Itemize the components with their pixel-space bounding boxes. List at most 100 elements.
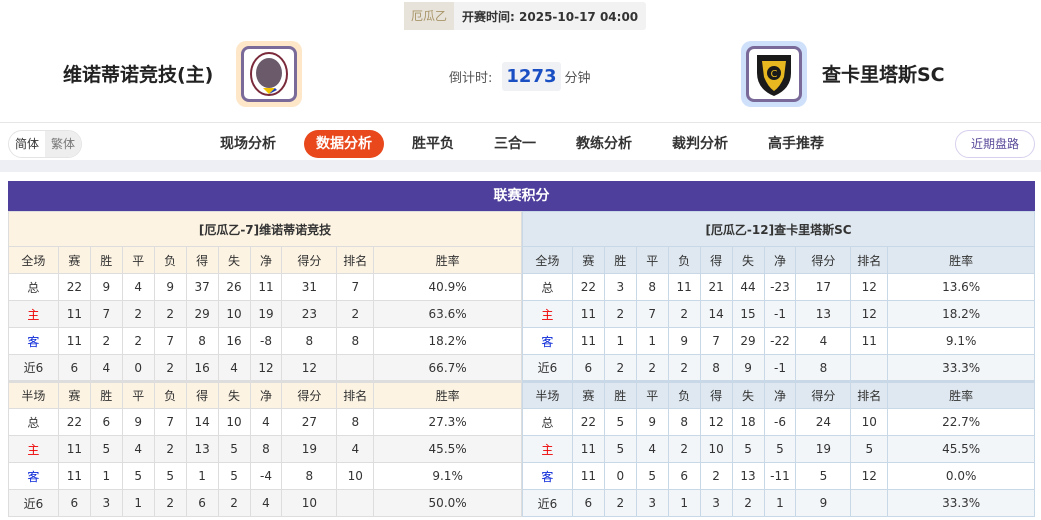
- cell: 18.2%: [887, 300, 1035, 328]
- cell: 45.5%: [887, 435, 1035, 463]
- tab-win-draw-loss[interactable]: 胜平负: [412, 136, 454, 152]
- row-label: 近6: [522, 354, 573, 382]
- cell: 11: [571, 327, 605, 355]
- table-row: 近6 6 2 2 2 8 9 -1 8 33.3%: [522, 354, 1035, 382]
- row-label: 客: [522, 327, 573, 355]
- row-label: 总: [8, 273, 59, 301]
- cell: [336, 354, 375, 382]
- cell: 8: [281, 462, 338, 490]
- table-row: 客 11 2 2 7 8 16 -8 8 8 18.2%: [8, 327, 522, 355]
- column-header: 失: [217, 380, 251, 409]
- cell: 27.3%: [373, 408, 522, 436]
- column-header: 得分: [795, 380, 852, 409]
- cell: 12: [281, 354, 338, 382]
- cell: 37: [185, 273, 219, 301]
- full-header-row: 全场赛胜平负得失净得分 排名 胜率: [8, 246, 522, 274]
- cell: 9: [89, 273, 123, 301]
- column-header: 胜率: [373, 380, 522, 409]
- column-header: 负: [153, 246, 187, 274]
- table-row: 客 11 0 5 6 2 13 -11 5 12 0.0%: [522, 462, 1035, 490]
- tab-coach-analysis[interactable]: 教练分析: [576, 136, 632, 152]
- cell: 45.5%: [373, 435, 522, 463]
- cell: 9.1%: [373, 462, 522, 490]
- cell: 11: [571, 435, 605, 463]
- cell: 0: [603, 462, 637, 490]
- tab-expert-picks[interactable]: 高手推荐: [768, 136, 824, 152]
- cell: 3: [89, 489, 123, 517]
- standings-section: 联赛积分 [厄瓜乙-7]维诺蒂诺竞技 全场赛胜平负得失净得分 排名 胜率总 22 9 4 9 3…: [8, 181, 1035, 517]
- cell: 13: [795, 300, 852, 328]
- cell: 8: [336, 327, 375, 355]
- away-team-logo[interactable]: C: [741, 41, 807, 107]
- table-row: 客 11 1 5 5 1 5 -4 8 10 9.1%: [8, 462, 522, 490]
- cell: 24: [795, 408, 852, 436]
- svg-text:C: C: [771, 69, 778, 80]
- cell: 10: [850, 408, 889, 436]
- table-row: 近6 6 3 1 2 6 2 4 10 50.0%: [8, 489, 522, 517]
- cell: 5: [635, 462, 669, 490]
- table-row: 客 11 1 1 9 7 29 -22 4 11 9.1%: [522, 327, 1035, 355]
- column-header: 得分: [795, 246, 852, 274]
- cell: 4: [795, 327, 852, 355]
- cell: -1: [763, 300, 797, 328]
- row-label: 近6: [522, 489, 573, 517]
- cell: [850, 354, 889, 382]
- column-header: 净: [249, 246, 283, 274]
- cell: 8: [281, 327, 338, 355]
- column-header: 赛: [571, 380, 605, 409]
- cell: 2: [731, 489, 765, 517]
- column-header: 平: [121, 246, 155, 274]
- cell: 5: [217, 462, 251, 490]
- row-label: 主: [522, 300, 573, 328]
- cell: 8: [336, 408, 375, 436]
- column-header: 得: [699, 246, 733, 274]
- cell: 5: [763, 435, 797, 463]
- cell: 10: [217, 408, 251, 436]
- cell: 2: [603, 354, 637, 382]
- column-header: 赛: [57, 246, 91, 274]
- cell: 4: [249, 408, 283, 436]
- home-team-logo[interactable]: [236, 41, 302, 107]
- cell: 1: [121, 489, 155, 517]
- cell: 11: [571, 300, 605, 328]
- lang-simplified[interactable]: 简体: [15, 137, 40, 151]
- cell: 19: [281, 435, 338, 463]
- column-header: 得: [699, 380, 733, 409]
- table-row: 主 11 2 7 2 14 15 -1 13 12 18.2%: [522, 300, 1035, 328]
- cell: 50.0%: [373, 489, 522, 517]
- home-standings-table: [厄瓜乙-7]维诺蒂诺竞技 全场赛胜平负得失净得分 排名 胜率总 22 9 4 9 37 26 11…: [8, 211, 522, 517]
- countdown-unit: 分钟: [564, 71, 591, 86]
- tab-data-analysis[interactable]: 数据分析: [304, 130, 384, 158]
- row-label: 主: [8, 300, 59, 328]
- column-header: 排名: [336, 380, 375, 409]
- column-header: 失: [217, 246, 251, 274]
- league-name[interactable]: 厄瓜乙: [404, 2, 455, 30]
- tab-referee-analysis[interactable]: 裁判分析: [672, 136, 728, 152]
- cell: 11: [57, 300, 91, 328]
- cell: 40.9%: [373, 273, 522, 301]
- cell: 6: [571, 489, 605, 517]
- away-standings-table: [厄瓜乙-12]查卡里塔斯SC 全场赛胜平负得失净得分 排名 胜率总 22 3 8 11 21 4…: [522, 211, 1035, 517]
- cell: 5: [795, 462, 852, 490]
- row-label: 近6: [8, 489, 59, 517]
- tab-three-in-one[interactable]: 三合一: [494, 136, 536, 152]
- cell: 9: [731, 354, 765, 382]
- cell: -1: [763, 354, 797, 382]
- cell: 10: [217, 300, 251, 328]
- cell: 12: [850, 300, 889, 328]
- recent-odds-button[interactable]: 近期盘路: [955, 130, 1035, 158]
- cell: 3: [603, 273, 637, 301]
- cell: 2: [699, 462, 733, 490]
- cell: -4: [249, 462, 283, 490]
- cell: 2: [635, 354, 669, 382]
- cell: 12: [850, 462, 889, 490]
- match-info: 厄瓜乙 开赛时间: 2025-10-17 04:00: [404, 2, 647, 30]
- away-team-name[interactable]: 查卡里塔斯SC: [822, 64, 945, 86]
- column-header: 净: [763, 246, 797, 274]
- cell: 2: [667, 435, 701, 463]
- lang-traditional[interactable]: 繁体: [45, 131, 82, 157]
- home-team-name[interactable]: 维诺蒂诺竞技(主): [63, 64, 214, 86]
- column-header: 胜: [89, 380, 123, 409]
- table-row: 主 11 5 4 2 13 5 8 19 4 45.5%: [8, 435, 522, 463]
- tab-live-analysis[interactable]: 现场分析: [220, 136, 276, 152]
